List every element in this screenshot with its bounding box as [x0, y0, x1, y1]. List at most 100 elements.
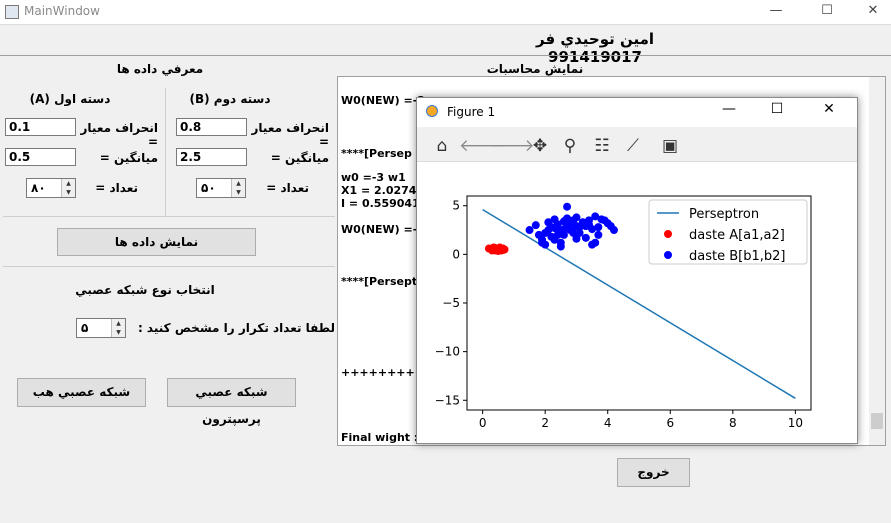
x-tick-label: 4 [604, 416, 612, 430]
calc-line: +++++++++ [341, 366, 424, 379]
group-b-mean-input[interactable]: 2.5 [176, 148, 247, 166]
x-tick-label: 2 [541, 416, 549, 430]
divider-1 [3, 216, 335, 217]
group-a-mean-input[interactable]: 0.5 [5, 148, 76, 166]
legend-label: daste A[a1,a2] [689, 228, 785, 243]
matplotlib-icon [426, 105, 438, 117]
x-tick-label: 8 [729, 416, 737, 430]
data-intro-title: معرفي داده ها [116, 62, 204, 76]
save-icon[interactable]: ▣ [661, 136, 679, 156]
window-title: MainWindow [24, 4, 100, 18]
zoom-icon[interactable]: ⚲ [563, 136, 577, 156]
title-bar: MainWindow — ☐ ✕ [0, 0, 891, 24]
show-data-button[interactable]: نمايش داده ها [57, 228, 256, 256]
app-icon [5, 5, 19, 19]
point-class-b [591, 238, 600, 247]
header-separator [0, 55, 891, 56]
legend-dot-swatch [664, 230, 672, 238]
point-class-b [584, 220, 593, 229]
point-class-b [541, 228, 550, 237]
vertical-scrollbar[interactable] [869, 77, 885, 445]
point-class-b [609, 226, 618, 235]
point-class-a [498, 245, 507, 254]
perceptron-network-button[interactable]: شبكه عصبي پرسپترون [167, 378, 296, 426]
group-b-count-label: تعداد = [266, 181, 309, 195]
figure-toolbar [417, 127, 857, 162]
y-tick-label: −10 [435, 345, 460, 359]
point-class-b [563, 202, 572, 211]
point-class-b [559, 225, 568, 234]
iterations-spinbox[interactable]: ۵ ▲ ▼ [76, 318, 126, 338]
point-class-b [531, 221, 540, 230]
hebb-network-button[interactable]: شبكه عصبي هب [17, 378, 146, 407]
point-class-b [556, 242, 565, 251]
x-tick-label: 6 [666, 416, 674, 430]
axes-edit-icon[interactable]: ⟋ [627, 136, 639, 156]
exit-button[interactable]: خروج [617, 458, 690, 487]
title-separator [0, 24, 891, 25]
group-b-std-label: انحراف معيار = [251, 121, 329, 149]
forward-arrow-icon[interactable]: 🡒 [489, 136, 535, 156]
plot-canvas: 0 2 4 6 8 10 5 0 −5 −10 −15 Perseptron daste A[a1,a2… [435, 195, 812, 430]
group-b-std-input[interactable]: 0.8 [176, 118, 247, 136]
group-a-mean-label: ميانگين = [99, 151, 158, 165]
group-divider [165, 88, 166, 216]
figure-maximize-button[interactable]: ☐ [770, 101, 784, 117]
close-button[interactable]: ✕ [867, 3, 879, 18]
maximize-button[interactable]: ☐ [821, 3, 833, 18]
pan-icon[interactable]: ✥ [532, 136, 548, 156]
point-class-b [569, 216, 578, 225]
calc-line: ****[Persept [341, 275, 418, 288]
figure-close-button[interactable]: ✕ [823, 101, 835, 117]
figure-minimize-button[interactable]: — [722, 101, 736, 117]
figure-window: Figure 1 — ☐ ✕ ⌂ 🡐 🡒 ✥ ⚲ ☷ ⟋ ▣ 0 2 4 6 8 10 5 0… [416, 97, 858, 444]
configure-icon[interactable]: ☷ [594, 136, 610, 156]
calc-line: I = 0.559041 [341, 197, 420, 210]
group-a-title: دسته اول (A) [29, 92, 111, 106]
calc-line: w0 =-3 w1 [341, 171, 406, 184]
spin-arrows-icon[interactable]: ▲ ▼ [61, 179, 75, 197]
legend-box [648, 199, 808, 265]
group-a-count-value: ۸۰ [31, 181, 46, 195]
iterations-value: ۵ [81, 321, 89, 335]
group-b-count-spinbox[interactable]: ۵۰ ▲ ▼ [196, 178, 246, 198]
divider-2 [3, 266, 335, 267]
point-class-b [581, 233, 590, 242]
scrollbar-thumb[interactable] [871, 413, 883, 429]
calc-line: Final wight : [341, 431, 419, 444]
iterations-label: لطفا تعداد تكرار را مشخص كنيد : [137, 321, 335, 335]
x-tick-label: 10 [788, 416, 803, 430]
network-type-title: انتخاب نوع شبكه عصبي [75, 283, 215, 297]
y-tick-label: 5 [452, 199, 460, 213]
point-class-b [594, 223, 603, 232]
legend-label: Perseptron [689, 207, 759, 222]
figure-title: Figure 1 [447, 105, 496, 119]
group-a-std-input[interactable]: 0.1 [5, 118, 76, 136]
point-class-b [538, 235, 547, 244]
group-a-count-spinbox[interactable]: ۸۰ ▲ ▼ [26, 178, 76, 198]
y-tick-label: −15 [435, 393, 460, 407]
point-class-a [489, 245, 498, 254]
calculations-title: نمايش محاسبات [486, 62, 584, 76]
calc-line: W0(NEW) =-3 [341, 223, 425, 236]
group-b-count-value: ۵۰ [201, 181, 216, 195]
author-label: امين توحيدي فر 991419017 [535, 30, 655, 66]
y-tick-label: −5 [442, 296, 460, 310]
point-class-b [594, 230, 603, 239]
y-tick-label: 0 [452, 247, 460, 261]
minimize-button[interactable]: — [769, 3, 783, 18]
point-class-b [575, 228, 584, 237]
calc-line: X1 = 2.02746 [341, 184, 425, 197]
point-class-b [550, 224, 559, 233]
home-icon[interactable]: ⌂ [436, 136, 448, 156]
point-class-b [547, 232, 556, 241]
spin-arrows-icon[interactable]: ▲ ▼ [231, 179, 245, 197]
back-arrow-icon[interactable]: 🡐 [459, 136, 505, 156]
figure-titlebar: Figure 1 — ☐ ✕ [417, 98, 857, 127]
legend-dot-swatch [664, 251, 672, 259]
spin-arrows-icon[interactable]: ▲ ▼ [111, 319, 125, 337]
perceptron-line [482, 208, 796, 399]
legend-label: daste B[b1,b2] [689, 249, 785, 264]
calc-line: W0(NEW) =-3 [341, 94, 425, 107]
point-class-b [591, 212, 600, 221]
